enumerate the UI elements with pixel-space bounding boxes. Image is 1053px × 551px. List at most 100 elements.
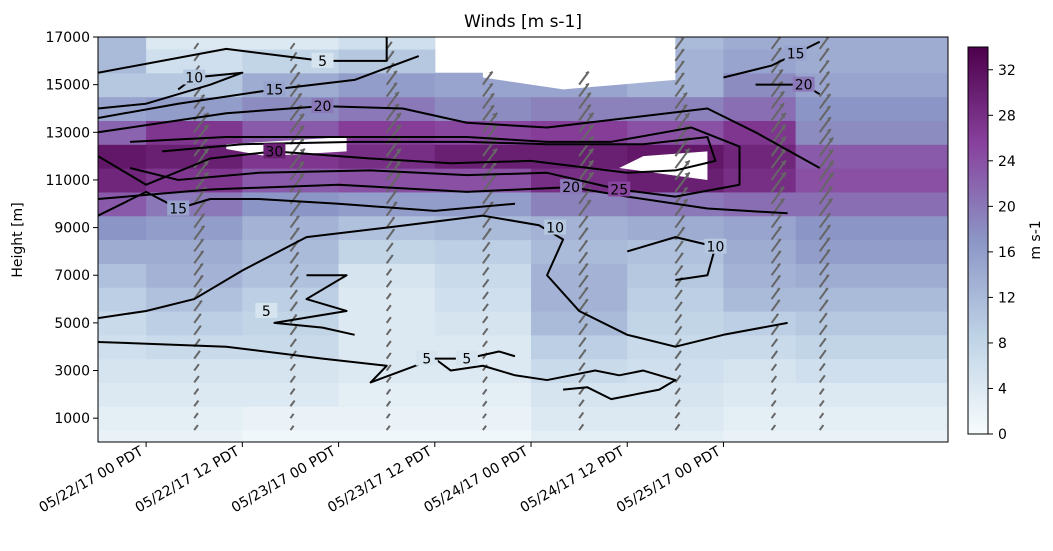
wind-barb xyxy=(385,103,400,121)
wind-barb xyxy=(385,268,393,276)
speed-cell xyxy=(338,72,436,98)
wind-barb xyxy=(818,374,826,384)
contour-line-20: 20 xyxy=(98,98,821,169)
contour-line-10: 10 xyxy=(98,214,788,348)
wind-barb xyxy=(818,224,832,241)
wind-barb xyxy=(818,37,830,50)
wind-barb xyxy=(818,105,832,121)
wind-barb xyxy=(385,388,392,395)
wind-barb xyxy=(818,128,832,145)
colorbar-tick-label: 20 xyxy=(998,199,1016,215)
contour-label: 20 xyxy=(562,180,580,196)
speed-contours: 5 5 5 5 10 10 10 15 15 15 20 20 20 25 30 xyxy=(98,37,821,401)
wind-barb xyxy=(578,70,590,86)
wind-barb xyxy=(818,287,829,300)
wind-barb xyxy=(818,349,827,360)
wind-barb xyxy=(193,313,202,324)
wind-barb xyxy=(385,201,398,217)
wind-barb xyxy=(482,291,489,300)
speed-cell xyxy=(795,382,948,407)
y-tick-label: 11000 xyxy=(45,173,90,189)
wind-barb xyxy=(578,159,595,181)
wind-barb xyxy=(674,84,685,98)
y-tick-label: 5000 xyxy=(54,316,90,332)
wind-barb xyxy=(482,400,488,407)
speed-cell xyxy=(531,263,628,288)
wind-barb xyxy=(385,112,402,133)
contour-line-5: 5 xyxy=(98,37,388,74)
y-axis: 1000 3000 5000 7000 9000 11000 13000 15000 17000 xyxy=(45,30,98,427)
contour-label: 10 xyxy=(707,240,725,256)
wind-barb xyxy=(674,198,689,217)
wind-barb xyxy=(289,160,305,181)
wind-barb xyxy=(578,274,589,288)
wind-barb xyxy=(289,375,296,384)
wind-barb xyxy=(674,362,682,372)
wind-barb xyxy=(770,68,784,86)
speed-cell xyxy=(434,310,532,336)
wind-barb xyxy=(289,425,295,431)
speed-cell xyxy=(146,263,243,288)
contour-line-5: 5 xyxy=(255,274,355,336)
contour-line-30: 30 xyxy=(98,136,717,186)
wind-barbs xyxy=(193,37,835,431)
wind-barb xyxy=(674,37,685,50)
wind-barb xyxy=(289,215,300,229)
wind-barb xyxy=(482,315,489,324)
wind-barb xyxy=(289,363,296,372)
wind-barb xyxy=(385,340,392,348)
colorbar-ticks: 0 4 8 12 16 20 24 28 32 xyxy=(988,63,1016,443)
contour-line-15: 15 xyxy=(98,55,420,119)
speed-cell xyxy=(98,406,147,431)
wind-barb xyxy=(482,266,490,276)
speed-cell xyxy=(98,48,147,74)
colorbar-tick-label: 0 xyxy=(998,427,1007,443)
wind-barb xyxy=(385,242,394,253)
speed-cell xyxy=(795,430,948,442)
contour-line-15: 15 xyxy=(723,40,821,79)
y-tick-label: 17000 xyxy=(45,30,90,46)
wind-barb xyxy=(818,172,835,193)
wind-barb xyxy=(578,399,585,407)
wind-barb xyxy=(818,399,825,407)
missing-data-region xyxy=(619,151,708,180)
speed-cell xyxy=(434,406,532,431)
speed-cell xyxy=(723,430,797,442)
speed-cell xyxy=(146,358,243,384)
wind-barb xyxy=(482,201,494,217)
wind-barb xyxy=(674,147,691,169)
wind-barb xyxy=(385,304,392,312)
speed-cell xyxy=(242,382,340,407)
speed-cell xyxy=(531,144,628,169)
wind-barb xyxy=(482,303,489,312)
speed-cell xyxy=(795,215,948,241)
chart-title: Winds [m s-1] xyxy=(464,12,582,32)
speed-cell xyxy=(627,382,725,407)
wind-barb xyxy=(385,70,398,86)
y-axis-label: Height [m] xyxy=(10,202,26,277)
wind-barb xyxy=(674,423,681,431)
contour-label: 5 xyxy=(422,352,431,368)
contour-label: 5 xyxy=(318,54,327,70)
wind-barb xyxy=(818,274,830,288)
wind-barb xyxy=(385,352,392,360)
wind-barb xyxy=(818,337,827,348)
speed-cell xyxy=(242,406,340,431)
speed-cell xyxy=(723,287,797,312)
colorbar-tick-label: 12 xyxy=(998,290,1016,306)
speed-cell xyxy=(723,168,797,193)
wind-barb xyxy=(770,350,779,360)
wind-barb xyxy=(193,42,200,50)
wind-barb xyxy=(770,225,783,241)
speed-cell xyxy=(242,37,340,50)
wind-barb xyxy=(674,72,685,86)
wind-barb xyxy=(193,325,202,336)
wind-barb xyxy=(818,299,829,312)
speed-cell xyxy=(338,287,436,312)
wind-barb xyxy=(482,104,495,121)
speed-cell xyxy=(795,239,948,264)
wind-barb xyxy=(482,92,495,110)
wind-barb xyxy=(818,212,832,229)
wind-barb xyxy=(289,338,297,348)
contour-line-25: 25 xyxy=(129,126,741,198)
